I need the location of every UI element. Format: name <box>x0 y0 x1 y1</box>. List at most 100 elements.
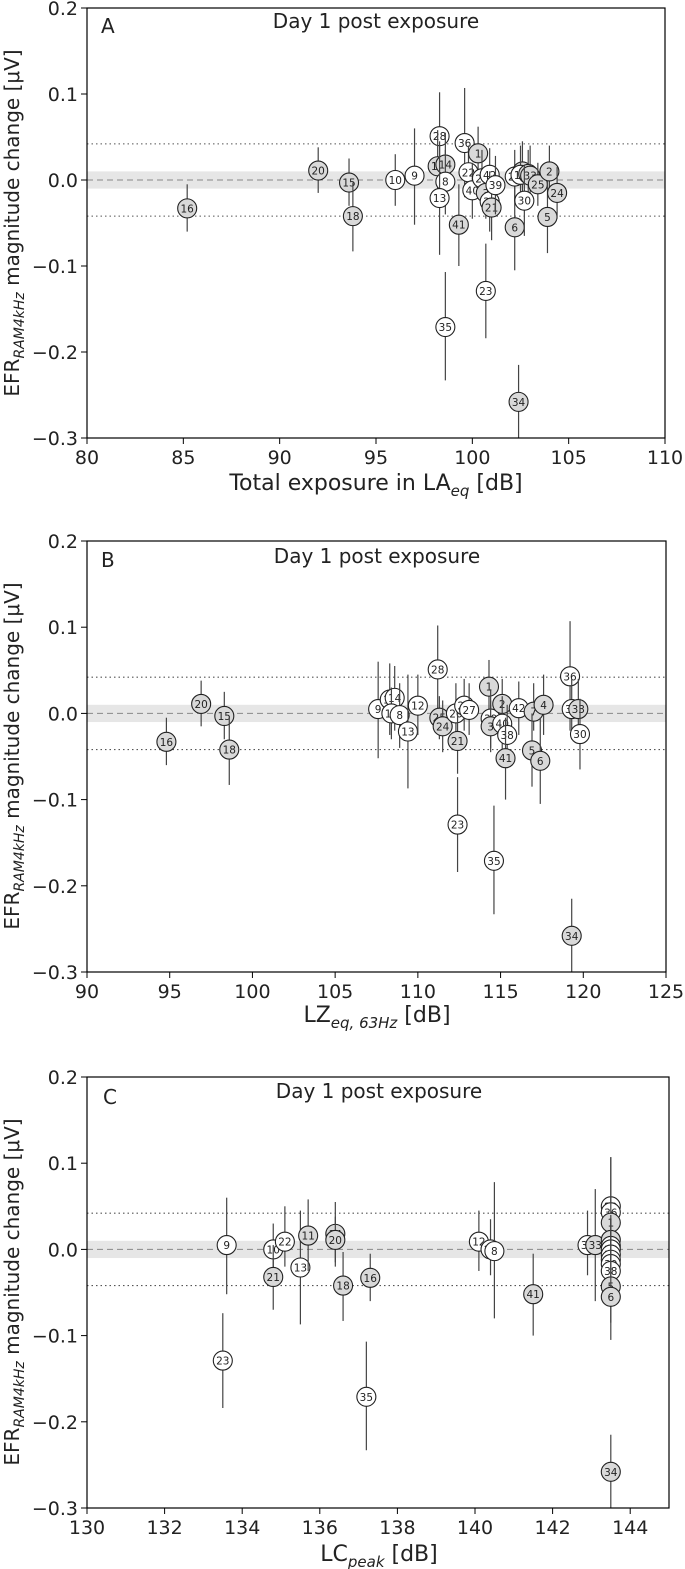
x-axis-ticks: 130 132 134 136 138 140 142 144 <box>69 1508 648 1539</box>
point-id-label: 11 <box>301 1231 314 1243</box>
plot-area <box>87 1077 669 1508</box>
point-id-label: 24 <box>436 721 450 733</box>
point-marker <box>404 165 425 186</box>
x-tick-label: 85 <box>171 447 195 469</box>
point-id-label: 22 <box>278 1237 291 1249</box>
x-tick-label: 125 <box>648 981 684 1003</box>
data-point: 23 <box>475 243 496 339</box>
point-marker <box>481 197 502 218</box>
point-id-label: 5 <box>529 745 536 757</box>
point-marker <box>191 693 212 714</box>
x-tick-label: 90 <box>75 981 99 1003</box>
data-point: 10 <box>385 154 406 206</box>
point-id-label: 8 <box>442 177 449 189</box>
point-marker <box>478 676 500 697</box>
point-marker <box>263 1266 284 1288</box>
y-tick-label: 0.1 <box>48 617 78 639</box>
point-id-label: 2 <box>546 166 553 178</box>
plot-frame <box>86 540 667 973</box>
point-marker <box>539 161 560 182</box>
point-marker <box>274 1231 295 1252</box>
point-id-label: 41 <box>527 1289 540 1301</box>
point-id-label: 1 <box>475 148 482 160</box>
point-id-label: 35 <box>360 1392 373 1404</box>
point-marker <box>389 705 410 726</box>
x-tick-label: 110 <box>400 981 436 1003</box>
point-id-label: 15 <box>218 711 231 723</box>
data-point: 18 <box>342 182 363 252</box>
point-marker <box>447 730 468 752</box>
point-id-label: 25 <box>531 179 544 191</box>
point-marker <box>432 716 453 737</box>
point-marker <box>508 391 529 412</box>
data-point: 38 <box>497 704 518 766</box>
y-tick-label: −0.3 <box>32 962 78 984</box>
data-point: 20 <box>191 680 212 727</box>
data-point: 9 <box>404 128 425 225</box>
point-id-label: 41 <box>499 753 512 765</box>
point-id-label: 9 <box>375 704 382 716</box>
x-tick-label: 105 <box>317 981 353 1003</box>
y-tick-label: 0.2 <box>48 0 78 20</box>
data-point: 16 <box>177 184 198 232</box>
chart-title: Day 1 post exposure <box>276 1079 482 1103</box>
point-id-label: 23 <box>451 820 464 832</box>
data-point: 21 <box>447 709 468 774</box>
point-id-label: 21 <box>267 1272 280 1284</box>
data-point: 16 <box>360 1253 381 1302</box>
data-point: 28 <box>427 625 448 714</box>
point-id-label: 23 <box>479 286 492 298</box>
point-marker <box>308 160 329 181</box>
point-marker <box>533 694 554 715</box>
point-marker <box>325 1229 346 1250</box>
data-point: 34 <box>508 364 529 438</box>
point-marker <box>454 132 475 154</box>
data-point: 41 <box>495 717 516 800</box>
point-id-label: 41 <box>452 220 465 232</box>
data-point: 42 <box>508 681 529 735</box>
data-point: 23 <box>212 1313 233 1409</box>
data-point: 24 <box>432 700 453 753</box>
x-tick-label: 110 <box>647 447 683 469</box>
point-id-label: 6 <box>511 222 518 234</box>
plot-area <box>87 8 665 438</box>
x-tick-label: 136 <box>302 1517 338 1539</box>
plot-frame <box>86 1076 670 1509</box>
y-tick-label: −0.3 <box>32 428 78 450</box>
point-id-label: 16 <box>180 203 194 215</box>
data-point: 4 <box>533 674 554 735</box>
panel-a: 1620151810928111481335413622401263423821… <box>0 0 683 500</box>
point-id-label: 9 <box>223 1240 230 1252</box>
point-marker <box>514 190 535 211</box>
point-id-label: 18 <box>223 745 236 757</box>
data-point: 24 <box>547 167 568 219</box>
point-marker <box>495 748 516 769</box>
point-marker <box>177 198 198 219</box>
data-point: 18 <box>219 715 240 785</box>
point-id-label: 10 <box>389 175 402 187</box>
data-point: 35 <box>356 1341 377 1451</box>
y-tick-label: −0.2 <box>32 1412 78 1434</box>
data-point: 34 <box>561 898 582 972</box>
data-point: 16 <box>156 717 177 766</box>
y-tick-label: −0.1 <box>32 256 78 278</box>
data-point: 28 <box>429 92 450 180</box>
point-marker <box>448 214 469 235</box>
y-tick-label: −0.1 <box>32 790 78 812</box>
data-point: 13 <box>429 141 450 255</box>
point-marker <box>360 1267 381 1288</box>
point-id-label: 21 <box>485 203 498 215</box>
point-id-label: 20 <box>194 699 207 711</box>
point-id-label: 34 <box>512 397 526 409</box>
point-id-label: 34 <box>604 1467 618 1479</box>
x-tick-label: 138 <box>379 1517 415 1539</box>
x-tick-label: 90 <box>268 447 292 469</box>
data-point: 8 <box>484 1182 505 1319</box>
point-id-label: 8 <box>491 1246 498 1258</box>
point-marker <box>468 143 489 164</box>
data-point: 25 <box>527 162 548 206</box>
data-point: 20 <box>325 1216 346 1263</box>
data-point: 12 <box>407 674 428 735</box>
x-tick-label: 100 <box>234 981 270 1003</box>
point-id-label: 13 <box>294 1263 307 1275</box>
